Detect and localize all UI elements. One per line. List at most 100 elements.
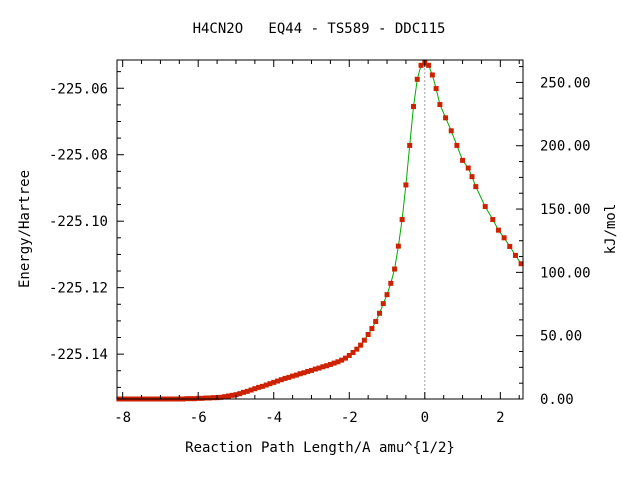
data-point — [335, 359, 341, 365]
y2-tick-label: 0.00 — [540, 392, 574, 408]
data-point — [469, 174, 475, 180]
y-tick-label: -225.14 — [49, 347, 108, 363]
data-point — [210, 395, 216, 401]
data-point — [490, 217, 496, 223]
data-point — [380, 301, 386, 307]
data-point — [199, 395, 205, 401]
data-point — [259, 383, 265, 389]
y2-tick-label: 50.00 — [540, 329, 582, 345]
y-axis-label: Energy/Hartree — [17, 170, 33, 288]
data-point — [207, 395, 213, 401]
data-point — [275, 378, 281, 384]
data-point — [448, 128, 454, 134]
y2-tick-label: 150.00 — [540, 202, 591, 218]
data-point — [384, 292, 390, 298]
data-point — [507, 243, 513, 249]
x-tick-label: 0 — [421, 410, 429, 426]
series-line — [118, 62, 522, 400]
data-point — [241, 389, 247, 395]
data-point — [320, 364, 326, 370]
data-point — [248, 387, 254, 393]
data-point — [278, 377, 284, 383]
data-point — [373, 319, 379, 325]
data-point — [339, 357, 345, 363]
data-point — [414, 76, 420, 82]
data-point — [482, 204, 488, 210]
data-point — [229, 392, 235, 398]
data-point — [222, 394, 228, 400]
y-tick-label: -225.10 — [49, 214, 108, 230]
data-point — [358, 342, 364, 348]
data-point — [267, 381, 273, 387]
y2-axis-label: kJ/mol — [603, 204, 619, 255]
data-point — [203, 395, 209, 401]
data-point — [252, 386, 258, 392]
data-point — [350, 349, 356, 355]
data-point — [392, 266, 398, 272]
x-tick-label: 2 — [496, 410, 504, 426]
data-point — [305, 368, 311, 374]
x-axis-label: Reaction Path Length/A amu^{1/2} — [185, 440, 455, 456]
data-point — [309, 367, 315, 373]
data-point — [376, 310, 382, 316]
data-point — [225, 393, 231, 399]
data-point — [290, 373, 296, 379]
data-point — [369, 326, 375, 332]
data-point — [218, 394, 224, 400]
x-tick-label: -2 — [341, 410, 358, 426]
data-point — [237, 391, 243, 397]
x-tick-label: -6 — [190, 410, 207, 426]
data-point — [418, 62, 424, 68]
data-point — [244, 388, 250, 394]
data-point — [316, 365, 322, 371]
data-point — [399, 217, 405, 223]
data-point — [286, 374, 292, 380]
plot-frame — [116, 59, 524, 400]
data-point — [410, 104, 416, 110]
data-point — [233, 392, 239, 398]
data-point — [293, 372, 299, 378]
data-point — [501, 235, 507, 241]
data-point — [426, 62, 432, 68]
data-point — [429, 72, 435, 78]
data-point — [395, 243, 401, 249]
data-point — [263, 382, 269, 388]
data-point — [297, 371, 303, 377]
data-point — [312, 366, 318, 372]
data-point — [388, 280, 394, 286]
data-point — [437, 102, 443, 108]
data-point — [346, 352, 352, 358]
data-point — [331, 360, 337, 366]
y2-tick-label: 200.00 — [540, 139, 591, 155]
data-point — [433, 86, 439, 92]
x-tick-label: -8 — [114, 410, 131, 426]
data-point — [454, 142, 460, 148]
data-point — [342, 355, 348, 361]
data-point — [354, 346, 360, 352]
data-point — [327, 361, 333, 367]
data-point — [518, 261, 524, 267]
data-point — [465, 165, 471, 171]
data-point — [460, 157, 466, 163]
data-point — [324, 363, 330, 369]
data-point — [512, 252, 518, 258]
data-point — [443, 115, 449, 121]
plot-area — [116, 60, 524, 402]
data-point — [407, 142, 413, 148]
y2-tick-label: 250.00 — [540, 75, 591, 91]
data-point — [495, 227, 501, 233]
y-tick-label: -225.08 — [49, 148, 108, 164]
y2-tick-label: 100.00 — [540, 265, 591, 281]
data-point — [282, 375, 288, 381]
data-point — [271, 379, 277, 385]
chart-title: H4CN2O EQ44 - TS589 - DDC115 — [193, 21, 446, 37]
x-tick-label: -4 — [265, 410, 282, 426]
y-tick-label: -225.12 — [49, 281, 108, 297]
y-tick-label: -225.06 — [49, 81, 108, 97]
data-point — [256, 384, 262, 390]
data-point — [301, 370, 307, 376]
axes: -8 -6 -4 -2 0 2 -225.06 -225.08 -225.10 -225.12 -2… — [49, 60, 591, 426]
data-point — [361, 337, 367, 343]
